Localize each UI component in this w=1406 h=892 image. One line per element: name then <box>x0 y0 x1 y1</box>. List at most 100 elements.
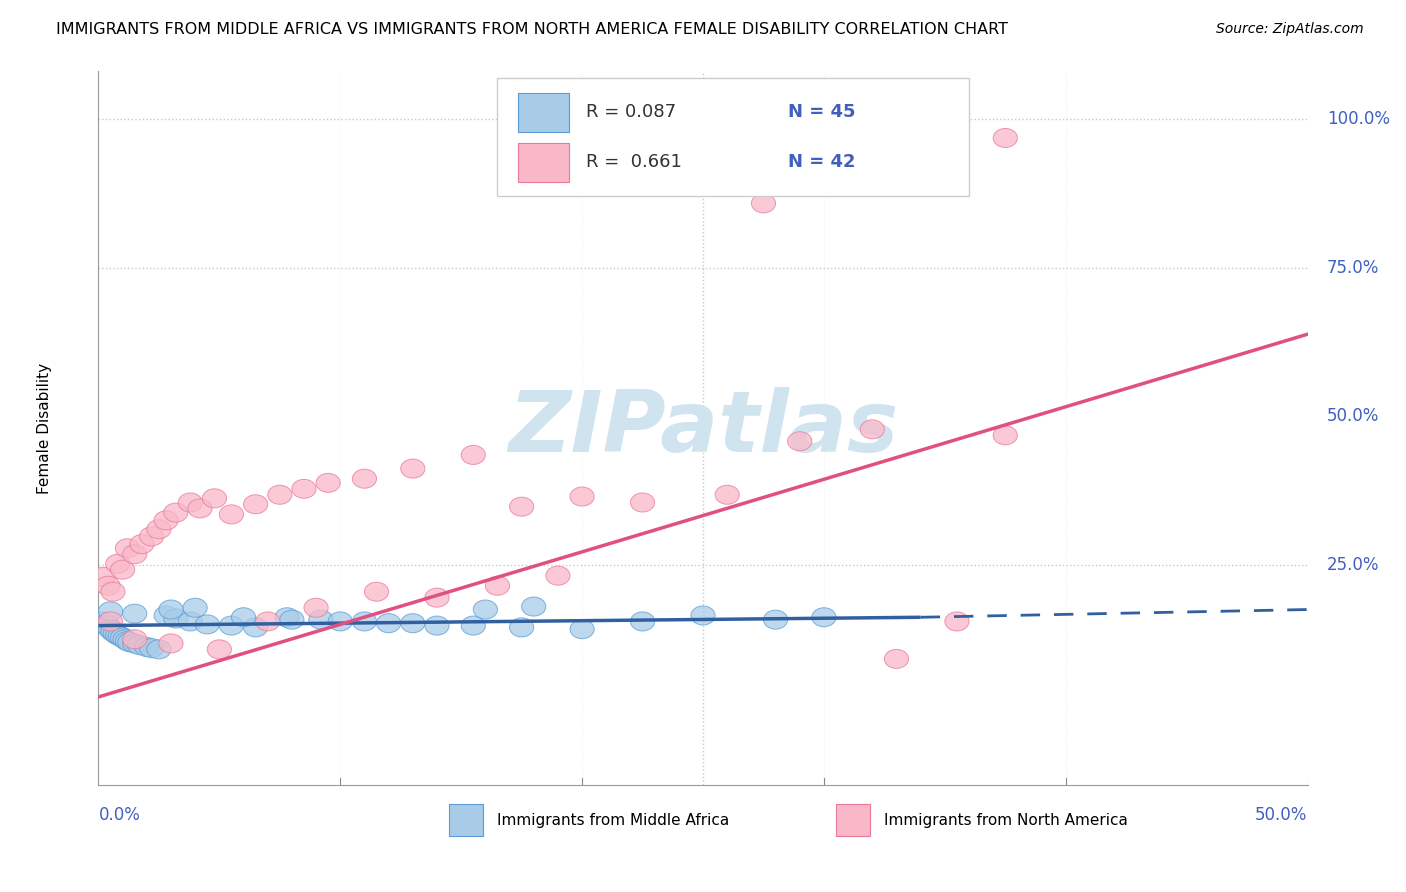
Ellipse shape <box>232 607 256 627</box>
Ellipse shape <box>96 576 120 595</box>
Ellipse shape <box>569 620 595 639</box>
Ellipse shape <box>122 634 146 653</box>
Ellipse shape <box>159 600 183 619</box>
Ellipse shape <box>183 599 207 617</box>
Ellipse shape <box>353 612 377 631</box>
Ellipse shape <box>179 612 202 631</box>
Ellipse shape <box>276 607 299 627</box>
Ellipse shape <box>401 614 425 632</box>
Text: 25.0%: 25.0% <box>1327 556 1379 574</box>
Text: ZIPatlas: ZIPatlas <box>508 386 898 470</box>
Text: R = 0.087: R = 0.087 <box>586 103 676 121</box>
Ellipse shape <box>94 615 118 634</box>
Ellipse shape <box>195 615 219 634</box>
Text: 75.0%: 75.0% <box>1327 259 1379 277</box>
Ellipse shape <box>256 612 280 631</box>
FancyBboxPatch shape <box>517 143 569 182</box>
FancyBboxPatch shape <box>837 805 870 837</box>
Ellipse shape <box>91 612 115 631</box>
Ellipse shape <box>105 625 129 645</box>
Ellipse shape <box>139 639 163 657</box>
Text: 0.0%: 0.0% <box>98 805 141 824</box>
Ellipse shape <box>188 499 212 518</box>
Ellipse shape <box>219 616 243 635</box>
Ellipse shape <box>155 606 179 625</box>
Ellipse shape <box>993 425 1018 445</box>
Ellipse shape <box>993 128 1018 147</box>
Ellipse shape <box>112 630 138 648</box>
Ellipse shape <box>101 622 125 641</box>
Ellipse shape <box>763 610 787 629</box>
Ellipse shape <box>122 604 146 624</box>
Ellipse shape <box>91 567 115 586</box>
Ellipse shape <box>129 534 155 554</box>
Ellipse shape <box>353 469 377 488</box>
Ellipse shape <box>243 618 267 637</box>
Ellipse shape <box>128 636 152 655</box>
Ellipse shape <box>105 554 129 574</box>
Ellipse shape <box>115 539 139 558</box>
Ellipse shape <box>135 638 159 657</box>
Ellipse shape <box>111 560 135 579</box>
Text: Immigrants from Middle Africa: Immigrants from Middle Africa <box>498 813 730 828</box>
Ellipse shape <box>690 606 716 625</box>
Ellipse shape <box>163 503 188 522</box>
Ellipse shape <box>108 627 132 646</box>
Ellipse shape <box>309 610 333 629</box>
Ellipse shape <box>202 489 226 508</box>
Text: R =  0.661: R = 0.661 <box>586 153 682 171</box>
Ellipse shape <box>115 632 139 650</box>
Ellipse shape <box>146 520 172 539</box>
Ellipse shape <box>101 582 125 601</box>
Ellipse shape <box>103 624 128 643</box>
Ellipse shape <box>945 612 969 631</box>
Ellipse shape <box>163 609 188 628</box>
Ellipse shape <box>96 616 120 635</box>
Ellipse shape <box>401 459 425 478</box>
Ellipse shape <box>425 588 449 607</box>
Ellipse shape <box>316 474 340 492</box>
Text: 50.0%: 50.0% <box>1327 408 1379 425</box>
Ellipse shape <box>267 485 292 504</box>
Ellipse shape <box>884 649 908 668</box>
Text: Female Disability: Female Disability <box>37 362 52 494</box>
Ellipse shape <box>787 432 811 450</box>
Ellipse shape <box>485 576 509 595</box>
Ellipse shape <box>328 612 353 631</box>
Ellipse shape <box>179 493 202 512</box>
Ellipse shape <box>509 618 534 637</box>
Text: IMMIGRANTS FROM MIDDLE AFRICA VS IMMIGRANTS FROM NORTH AMERICA FEMALE DISABILITY: IMMIGRANTS FROM MIDDLE AFRICA VS IMMIGRA… <box>56 22 1008 37</box>
Text: Source: ZipAtlas.com: Source: ZipAtlas.com <box>1216 22 1364 37</box>
FancyBboxPatch shape <box>517 93 569 132</box>
Ellipse shape <box>122 630 146 648</box>
Ellipse shape <box>630 493 655 512</box>
Ellipse shape <box>111 628 135 647</box>
Ellipse shape <box>139 527 163 546</box>
Ellipse shape <box>304 599 328 617</box>
FancyBboxPatch shape <box>449 805 482 837</box>
Ellipse shape <box>98 612 122 631</box>
Text: 50.0%: 50.0% <box>1256 805 1308 824</box>
Ellipse shape <box>546 566 569 585</box>
Ellipse shape <box>474 600 498 619</box>
Text: N = 45: N = 45 <box>787 103 855 121</box>
Ellipse shape <box>461 445 485 465</box>
Ellipse shape <box>630 612 655 631</box>
Ellipse shape <box>292 479 316 499</box>
Ellipse shape <box>207 640 232 659</box>
Ellipse shape <box>159 634 183 653</box>
Ellipse shape <box>122 545 146 564</box>
Ellipse shape <box>522 597 546 616</box>
Ellipse shape <box>569 487 595 506</box>
Ellipse shape <box>377 614 401 632</box>
Ellipse shape <box>364 582 388 601</box>
Ellipse shape <box>155 511 179 530</box>
Ellipse shape <box>118 632 142 652</box>
Ellipse shape <box>860 420 884 439</box>
Ellipse shape <box>146 640 172 659</box>
Ellipse shape <box>219 505 243 524</box>
Ellipse shape <box>461 616 485 635</box>
Ellipse shape <box>811 607 837 627</box>
Text: N = 42: N = 42 <box>787 153 855 171</box>
FancyBboxPatch shape <box>498 78 969 196</box>
